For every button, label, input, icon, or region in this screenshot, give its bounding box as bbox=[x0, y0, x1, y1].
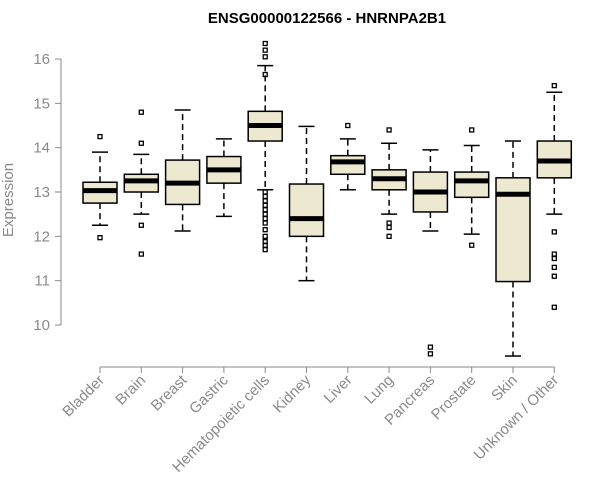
outlier-point bbox=[262, 220, 268, 226]
outlier-point bbox=[262, 40, 268, 47]
outlier-point bbox=[138, 222, 144, 228]
iqr-box bbox=[330, 154, 366, 176]
outlier-point bbox=[97, 235, 103, 241]
outlier-point bbox=[262, 246, 268, 253]
outlier-point bbox=[138, 109, 144, 115]
box-group bbox=[412, 149, 449, 357]
outlier-point bbox=[262, 71, 268, 78]
outlier-point bbox=[469, 127, 475, 133]
box-group bbox=[164, 109, 201, 232]
y-axis-label: Expression bbox=[0, 163, 17, 237]
outlier-point bbox=[427, 351, 434, 357]
x-tick-label: Breast bbox=[148, 371, 191, 414]
outlier-point bbox=[386, 220, 392, 226]
outlier-point bbox=[262, 47, 268, 53]
iqr-box bbox=[288, 183, 325, 238]
outlier-point bbox=[262, 211, 268, 217]
outlier-point bbox=[469, 242, 475, 248]
chart-title: ENSG00000122566 - HNRNPA2B1 bbox=[208, 10, 446, 27]
box-group bbox=[247, 40, 283, 253]
outlier-point bbox=[97, 133, 103, 140]
y-tick-label: 13 bbox=[33, 184, 50, 201]
outlier-point bbox=[551, 229, 557, 235]
y-axis: 10 11 12 13 14 15 16 bbox=[33, 51, 62, 334]
outlier-point bbox=[262, 193, 268, 200]
box-group bbox=[206, 138, 242, 218]
box-group bbox=[371, 127, 407, 239]
outlier-point bbox=[551, 264, 557, 271]
x-tick-label: Kidney bbox=[270, 371, 315, 416]
box-group bbox=[495, 140, 531, 357]
outlier-point bbox=[262, 54, 268, 60]
iqr-box bbox=[453, 171, 490, 199]
x-tick-label: Bladder bbox=[59, 372, 108, 421]
outlier-point bbox=[427, 344, 434, 350]
outlier-point bbox=[551, 255, 557, 262]
outlier-point bbox=[262, 202, 268, 208]
outlier-point bbox=[551, 251, 557, 257]
outlier-point bbox=[262, 198, 268, 204]
outlier-point bbox=[386, 224, 392, 231]
box-group bbox=[288, 125, 325, 282]
x-tick-label: Prostate bbox=[428, 372, 480, 424]
x-tick-label: Lung bbox=[361, 372, 397, 408]
x-tick-label: Liver bbox=[321, 372, 356, 407]
outlier-point bbox=[262, 233, 268, 239]
box-group bbox=[123, 109, 160, 257]
outlier-point bbox=[551, 82, 557, 89]
outlier-point bbox=[262, 215, 268, 222]
box-group bbox=[330, 122, 366, 191]
box-group bbox=[453, 127, 490, 248]
y-tick-label: 14 bbox=[33, 140, 50, 157]
y-tick-label: 15 bbox=[33, 95, 50, 112]
y-tick-label: 10 bbox=[33, 317, 50, 334]
y-tick-label: 16 bbox=[33, 51, 50, 68]
outlier-point bbox=[262, 242, 268, 248]
outlier-point bbox=[138, 251, 144, 257]
box-group bbox=[536, 82, 573, 310]
outlier-point bbox=[386, 233, 392, 239]
box-group bbox=[82, 133, 118, 241]
x-tick-label: Skin bbox=[488, 372, 521, 405]
x-tick-label: Brain bbox=[112, 372, 149, 409]
y-tick-label: 11 bbox=[34, 273, 50, 290]
outlier-point bbox=[262, 207, 268, 213]
plot-area bbox=[82, 40, 573, 357]
outlier-point bbox=[551, 273, 557, 279]
outlier-point bbox=[138, 140, 144, 146]
outlier-point bbox=[262, 227, 268, 233]
outlier-point bbox=[551, 304, 557, 310]
outlier-point bbox=[386, 127, 392, 133]
outlier-point bbox=[262, 189, 268, 195]
outlier-point bbox=[345, 122, 351, 129]
y-tick-label: 12 bbox=[33, 228, 50, 245]
